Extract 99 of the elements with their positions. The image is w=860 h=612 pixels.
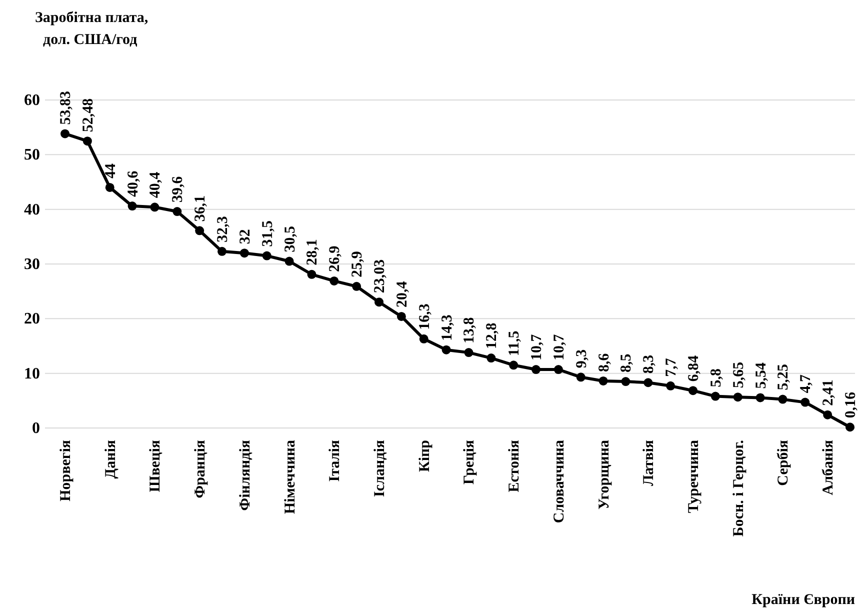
data-label: 14,3 — [439, 314, 456, 341]
x-tick-label: Франція — [192, 440, 209, 498]
data-label: 39,6 — [170, 176, 186, 203]
point — [419, 334, 428, 344]
data-label: 16,3 — [416, 304, 433, 330]
x-tick-label: Норвегія — [58, 440, 74, 502]
data-label: 32 — [237, 229, 254, 244]
data-label: 5,25 — [776, 364, 792, 390]
data-label: 20,4 — [394, 280, 410, 308]
point — [733, 392, 742, 402]
data-label: 6,84 — [686, 354, 702, 382]
x-tick-label: Греція — [462, 440, 478, 485]
data-label: 32,3 — [215, 216, 231, 242]
point — [442, 345, 451, 354]
x-tick-label: Ісландія — [372, 440, 388, 497]
point — [172, 207, 182, 216]
x-tick-label: Швеція — [148, 440, 164, 492]
data-label: 4,7 — [798, 374, 814, 394]
point — [554, 365, 563, 374]
data-label: 30,5 — [282, 226, 298, 252]
data-label: 44 — [102, 162, 119, 178]
x-tick-label: Естонія — [506, 440, 523, 492]
point — [778, 394, 788, 404]
point — [128, 202, 137, 211]
point — [218, 246, 226, 256]
x-tick-label: Німеччина — [282, 440, 298, 514]
data-label: 8,6 — [596, 352, 612, 372]
point — [800, 398, 810, 407]
data-label: 31,5 — [260, 220, 276, 247]
point — [644, 378, 653, 388]
x-axis-title: Країни Європи — [752, 592, 856, 608]
data-label: 9,3 — [574, 349, 590, 368]
point — [352, 282, 362, 291]
point — [486, 354, 496, 363]
y-tick-label: 30 — [24, 256, 40, 273]
x-tick-label: Данія — [102, 440, 119, 479]
data-label: 8,3 — [641, 354, 658, 374]
x-tick-label: Сербія — [776, 440, 792, 486]
point — [621, 377, 630, 386]
data-label: 11,5 — [506, 330, 523, 356]
x-tick-label: Босн. і Герцог. — [730, 440, 747, 537]
data-label: 10,7 — [551, 334, 568, 361]
data-label: 5,65 — [730, 362, 747, 388]
point — [598, 376, 608, 386]
point — [532, 365, 540, 374]
x-tick-label: Словаччина — [551, 440, 568, 524]
point — [150, 202, 160, 212]
data-label: 0,16 — [843, 391, 859, 418]
point — [262, 251, 272, 260]
y-tick-label: 60 — [24, 92, 40, 109]
y-tick-label: 10 — [24, 365, 40, 382]
point — [756, 393, 765, 402]
point — [284, 256, 294, 266]
x-tick-label: Італія — [327, 440, 344, 482]
point — [710, 392, 720, 401]
data-label: 53,83 — [58, 90, 74, 125]
y-tick-label: 50 — [24, 146, 40, 164]
data-label: 36,1 — [192, 195, 209, 222]
point — [240, 248, 249, 258]
point — [509, 360, 518, 370]
x-tick-label: Туреччина — [686, 440, 702, 514]
point — [307, 270, 316, 279]
point — [396, 312, 406, 321]
point — [688, 386, 698, 396]
point — [195, 226, 204, 236]
data-label: 28,1 — [304, 239, 321, 266]
data-label: 13,8 — [462, 317, 478, 344]
data-label: 26,9 — [327, 246, 344, 272]
data-label: 5,8 — [708, 368, 724, 388]
y-tick-label: 20 — [24, 310, 40, 328]
y-tick-label: 0 — [32, 420, 40, 437]
data-label: 7,7 — [664, 358, 680, 377]
data-label: 40,6 — [125, 170, 142, 198]
data-label: 40,4 — [148, 171, 164, 198]
x-tick-label: Кіпр — [416, 440, 433, 472]
data-label: 52,48 — [80, 98, 96, 132]
point — [105, 182, 114, 192]
data-label: 2,41 — [820, 380, 837, 406]
data-label: 5,54 — [753, 362, 770, 389]
point — [82, 136, 92, 146]
point — [464, 348, 474, 358]
point — [823, 410, 832, 420]
data-label: 25,9 — [350, 251, 366, 278]
point — [846, 422, 854, 432]
x-tick-label: Угорщина — [596, 440, 612, 510]
y-tick-label: 40 — [24, 201, 40, 218]
x-tick-label: Фінляндія — [237, 440, 254, 511]
data-label: 10,7 — [529, 334, 545, 361]
point — [330, 276, 339, 286]
x-tick-label: Латвія — [641, 440, 658, 486]
point — [374, 298, 384, 307]
data-label: 23,03 — [372, 259, 388, 294]
point — [666, 381, 676, 390]
point — [60, 129, 70, 138]
x-tick-label: Албанія — [820, 440, 837, 496]
point — [576, 372, 586, 382]
data-label: 8,5 — [618, 354, 635, 373]
y-axis-title: Заробітна плата, дол. США/год — [35, 10, 148, 48]
data-label: 12,8 — [484, 322, 500, 350]
